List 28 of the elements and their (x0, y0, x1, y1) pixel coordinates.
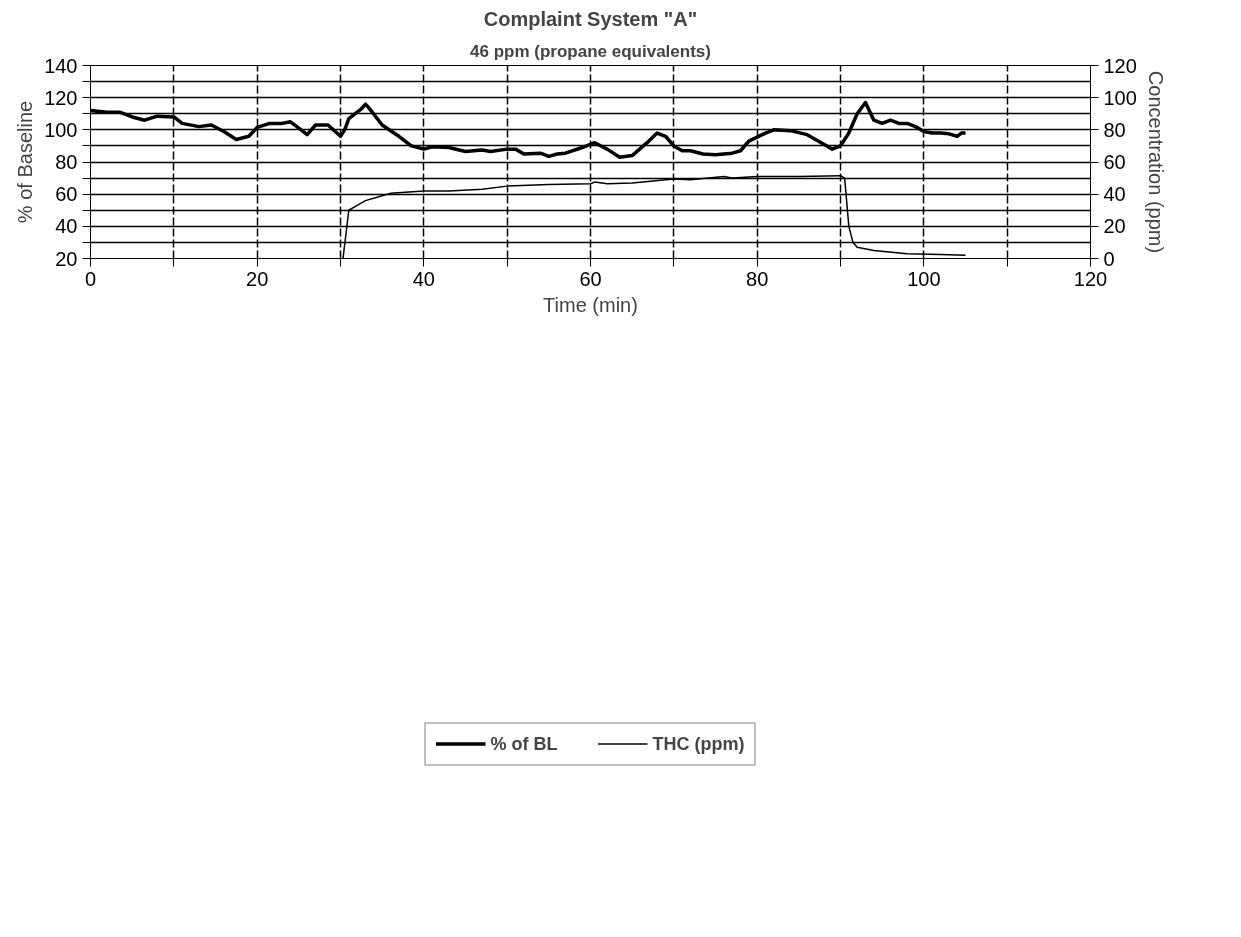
y-axis-title: % of Baseline (14, 100, 37, 224)
x-tick-label: 0 (84, 267, 97, 290)
x-tick-label: 100 (907, 267, 941, 290)
x-axis-title: Time (min) (543, 293, 638, 316)
y2-tick-label: 0 (1103, 247, 1115, 270)
y2-tick-label: 120 (1103, 54, 1137, 77)
y2-tick-label: 20 (1103, 215, 1126, 238)
x-tick-label: 20 (246, 267, 269, 290)
y-tick-label: 120 (44, 86, 78, 109)
y2-axis-title: Concentration (ppm) (1144, 70, 1167, 254)
x-tick-label: 80 (746, 267, 769, 290)
y-tick-label: 80 (55, 151, 78, 173)
x-tick-label: 120 (1073, 267, 1108, 290)
y-tick-label: 40 (55, 215, 78, 238)
y-tick-label: 140 (44, 54, 78, 77)
y-tick-label: 20 (55, 247, 78, 270)
y2-tick-label: 80 (1103, 118, 1126, 141)
y-tick-label: 60 (55, 183, 78, 206)
x-tick-label: 60 (579, 267, 602, 290)
y2-tick-label: 100 (1103, 86, 1137, 109)
y-tick-label: 100 (44, 118, 78, 141)
chart-title: Complaint System "A" (483, 7, 698, 30)
legend-label: THC (ppm) (652, 733, 745, 755)
y2-tick-label: 40 (1103, 183, 1126, 206)
x-tick-label: 40 (412, 267, 435, 290)
chart-subtitle: 46 ppm (propane equivalents) (470, 41, 711, 61)
legend-label: % of BL (490, 733, 558, 755)
y2-tick-label: 60 (1103, 151, 1126, 173)
